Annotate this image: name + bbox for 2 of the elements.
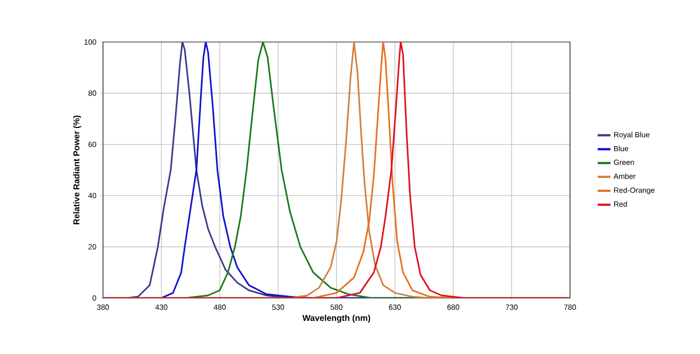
- y-axis-title: Relative Radiant Power (%): [73, 116, 82, 224]
- x-axis-title: Wavelength (nm): [302, 314, 370, 323]
